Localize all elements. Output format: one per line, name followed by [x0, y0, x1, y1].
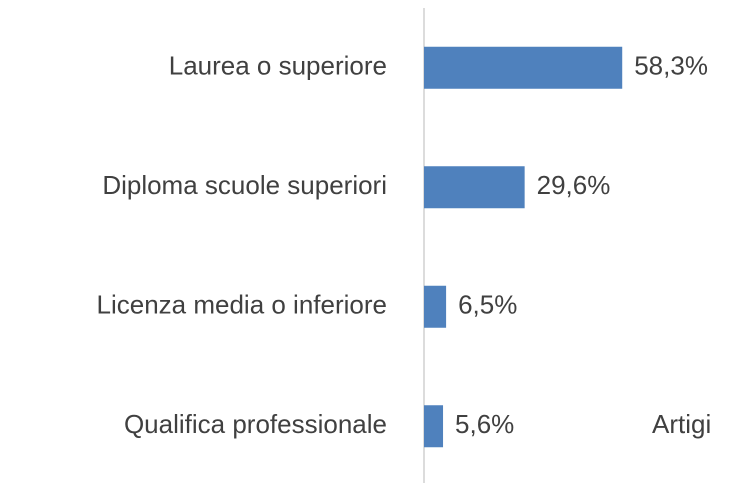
annotation: Artigi: [652, 409, 711, 439]
value-label: 5,6%: [455, 409, 514, 439]
category-label: Laurea o superiore: [169, 51, 387, 81]
value-label: 29,6%: [537, 170, 611, 200]
value-label: 58,3%: [634, 51, 708, 81]
bar: [424, 285, 447, 328]
bar: [424, 405, 444, 448]
value-label: 6,5%: [458, 290, 517, 320]
bar: [424, 46, 623, 89]
category-label: Qualifica professionale: [124, 409, 387, 439]
category-label: Licenza media o inferiore: [97, 290, 388, 320]
bar: [424, 166, 525, 209]
category-label: Diploma scuole superiori: [102, 170, 387, 200]
